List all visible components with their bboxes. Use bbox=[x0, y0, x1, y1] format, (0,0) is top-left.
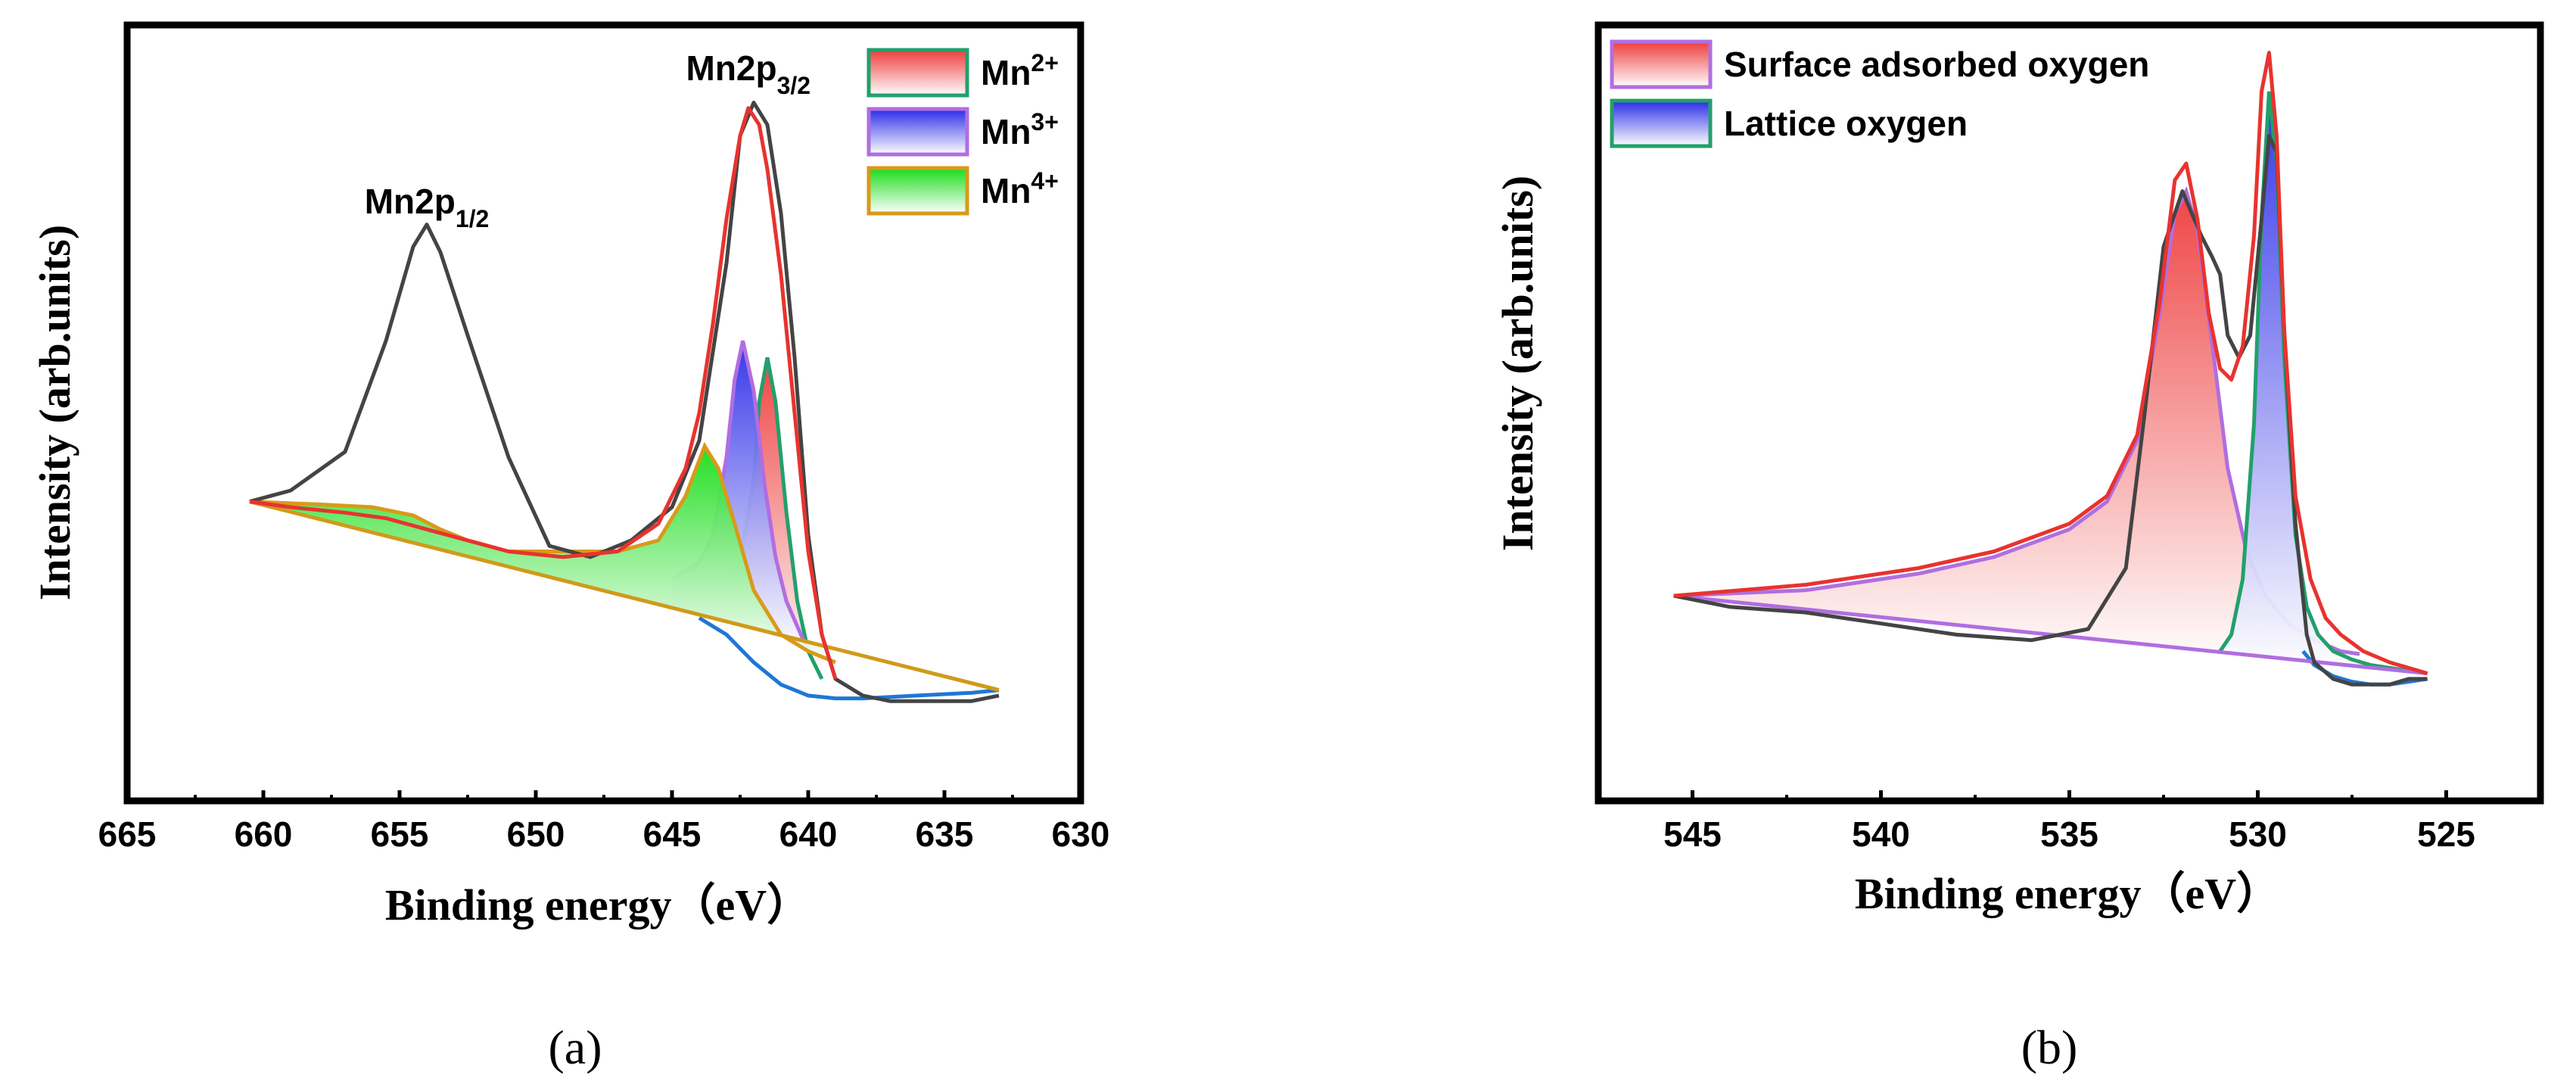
envelope-line bbox=[1673, 51, 2428, 675]
component-fill bbox=[1673, 191, 2360, 667]
legend-label: Mn2+ bbox=[981, 49, 1059, 92]
raw-data-line bbox=[249, 101, 1000, 703]
y-axis-label: Intensity (arb.units) bbox=[30, 225, 79, 600]
x-tick-label: 645 bbox=[643, 814, 702, 854]
x-axis-label: Binding energy（eV） bbox=[385, 880, 810, 930]
peak-annotation: Mn2p3/2 bbox=[686, 48, 811, 99]
panel-label: (a) bbox=[548, 1020, 602, 1074]
panel-a: 665 660 655 650 645 640 635 630 Mn2p1/2 Mn2p3/2 Mn… bbox=[30, 21, 1110, 1074]
background-line bbox=[249, 500, 1000, 692]
x-tick-label: 545 bbox=[1663, 814, 1722, 854]
component-fill bbox=[2220, 91, 2428, 674]
x-tick-label: 525 bbox=[2417, 814, 2475, 854]
x-tick-label: 535 bbox=[2040, 814, 2098, 854]
legend-swatch bbox=[866, 166, 969, 216]
x-tick-label: 655 bbox=[371, 814, 429, 854]
legend-label: Surface adsorbed oxygen bbox=[1724, 45, 2149, 84]
legend-swatch bbox=[1610, 39, 1713, 89]
x-tick-label: 635 bbox=[916, 814, 974, 854]
baseline-line bbox=[698, 616, 1000, 701]
raw-data-line bbox=[1673, 133, 2428, 687]
x-axis-label: Binding energy（eV） bbox=[1855, 869, 2280, 918]
component-edge bbox=[249, 441, 836, 665]
legend-label: Mn4+ bbox=[981, 167, 1059, 210]
y-axis-label: Intensity (arb.units) bbox=[1493, 176, 1542, 551]
x-tick-label: 540 bbox=[1852, 814, 1910, 854]
legend-label: Mn3+ bbox=[981, 108, 1059, 151]
envelope-line bbox=[249, 106, 838, 680]
legend-swatch bbox=[866, 107, 969, 157]
legend-label: Lattice oxygen bbox=[1724, 104, 1968, 143]
panel-b: 545 540 535 530 525 Surface adsorbed oxygen L… bbox=[1493, 21, 2544, 1074]
x-tick-label: 630 bbox=[1052, 814, 1110, 854]
x-tick-label: 660 bbox=[235, 814, 293, 854]
x-tick-label: 640 bbox=[779, 814, 838, 854]
legend-swatch bbox=[866, 48, 969, 98]
legend-swatch bbox=[1610, 98, 1713, 148]
peak-annotation: Mn2p1/2 bbox=[365, 182, 490, 232]
x-tick-label: 665 bbox=[98, 814, 157, 854]
panel-label: (b) bbox=[2021, 1020, 2078, 1074]
x-tick-label: 650 bbox=[507, 814, 565, 854]
x-tick-label: 530 bbox=[2229, 814, 2287, 854]
